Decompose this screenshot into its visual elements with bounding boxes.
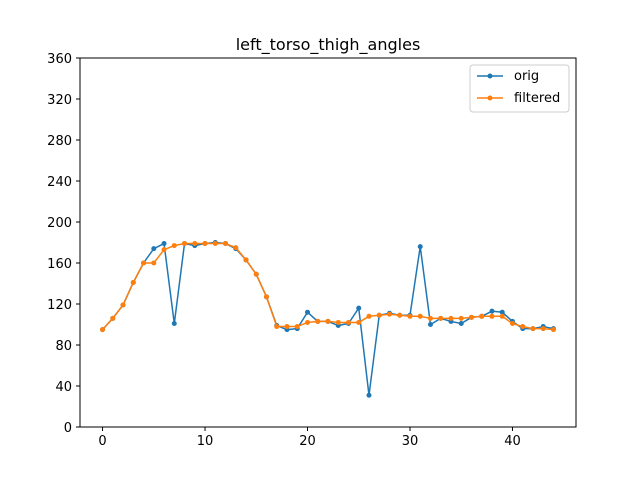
- data-point-filtered-20: [305, 319, 310, 325]
- data-point-filtered-24: [346, 319, 351, 325]
- data-point-orig-20: [305, 309, 310, 315]
- data-point-orig-5: [151, 246, 157, 252]
- data-point-filtered-22: [325, 318, 331, 324]
- x-tick-label-30: 30: [402, 434, 419, 449]
- data-point-filtered-5: [151, 260, 157, 266]
- y-tick-label-200: 200: [47, 216, 72, 231]
- legend-marker-orig: [487, 73, 493, 79]
- data-point-filtered-41: [520, 324, 526, 330]
- y-tick-label-320: 320: [47, 93, 72, 108]
- data-point-filtered-12: [223, 241, 229, 247]
- data-point-filtered-33: [438, 315, 444, 321]
- data-point-filtered-29: [397, 312, 403, 318]
- data-point-filtered-43: [540, 326, 546, 332]
- data-point-filtered-14: [243, 257, 249, 263]
- data-point-filtered-19: [294, 324, 300, 330]
- data-point-filtered-37: [479, 313, 485, 319]
- y-tick-label-120: 120: [47, 298, 72, 313]
- legend-label-orig: orig: [514, 69, 539, 84]
- data-point-filtered-8: [182, 241, 188, 247]
- data-point-filtered-36: [468, 314, 474, 320]
- data-point-filtered-21: [315, 318, 321, 324]
- data-point-filtered-26: [366, 313, 372, 319]
- data-point-orig-35: [458, 320, 464, 326]
- data-point-filtered-34: [448, 315, 454, 321]
- series-orig: [100, 240, 556, 398]
- data-point-filtered-28: [386, 311, 392, 317]
- legend: orig filtered: [469, 64, 570, 113]
- data-point-filtered-40: [509, 320, 515, 326]
- chart-title: left_torso_thigh_angles: [236, 35, 421, 55]
- legend-label-filtered: filtered: [514, 91, 560, 106]
- data-point-filtered-32: [427, 315, 433, 321]
- data-point-filtered-9: [192, 241, 198, 247]
- data-point-filtered-7: [171, 243, 177, 249]
- data-point-filtered-18: [284, 324, 290, 330]
- y-tick-label-40: 40: [55, 380, 72, 395]
- data-point-orig-7: [171, 320, 177, 326]
- data-point-filtered-1: [110, 315, 116, 321]
- data-point-filtered-6: [161, 247, 167, 253]
- data-point-filtered-15: [253, 271, 259, 277]
- data-point-filtered-4: [141, 260, 147, 266]
- series-line-orig: [101, 241, 554, 396]
- data-point-filtered-38: [489, 313, 495, 319]
- data-point-filtered-30: [407, 313, 413, 319]
- data-point-filtered-25: [356, 319, 362, 325]
- data-point-filtered-0: [100, 327, 106, 333]
- data-point-filtered-17: [274, 324, 280, 330]
- y-tick-label-0: 0: [64, 421, 72, 436]
- data-point-filtered-31: [417, 313, 423, 319]
- y-tick-label-80: 80: [55, 339, 72, 354]
- data-point-orig-26: [366, 392, 372, 398]
- x-tick-label-10: 10: [197, 434, 214, 449]
- legend-marker-filtered: [487, 95, 493, 101]
- data-point-orig-31: [417, 244, 423, 250]
- series-filtered: [100, 241, 556, 333]
- y-tick-label-360: 360: [47, 52, 72, 67]
- data-point-filtered-16: [264, 294, 270, 300]
- data-point-filtered-27: [376, 312, 382, 318]
- data-point-filtered-3: [130, 279, 136, 285]
- data-point-filtered-42: [530, 326, 536, 332]
- y-tick-label-280: 280: [47, 134, 72, 149]
- y-tick-label-160: 160: [47, 257, 72, 272]
- x-tick-label-0: 0: [98, 434, 106, 449]
- data-point-orig-39: [499, 309, 505, 315]
- data-point-filtered-2: [120, 302, 126, 308]
- data-point-filtered-11: [212, 241, 218, 247]
- y-tick-label-240: 240: [47, 175, 72, 190]
- x-tick-label-20: 20: [299, 434, 316, 449]
- data-point-filtered-44: [550, 327, 556, 333]
- data-point-orig-32: [427, 322, 433, 327]
- data-point-filtered-23: [335, 319, 341, 325]
- plot-frame: [79, 57, 577, 428]
- x-tick-label-40: 40: [504, 434, 521, 449]
- data-point-filtered-35: [458, 315, 464, 321]
- data-point-filtered-13: [233, 245, 239, 251]
- data-point-orig-6: [161, 241, 167, 247]
- data-point-orig-25: [356, 305, 362, 311]
- data-point-filtered-39: [499, 313, 505, 319]
- data-point-filtered-10: [202, 241, 208, 247]
- data-point-orig-38: [489, 308, 495, 314]
